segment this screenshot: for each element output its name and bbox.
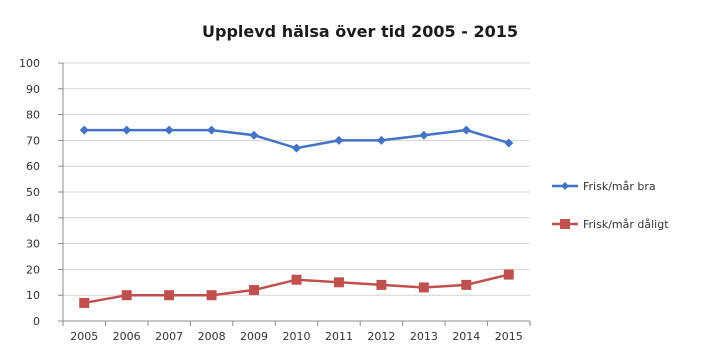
x-tick-label: 2005 (70, 330, 98, 343)
y-tick-label: 30 (26, 238, 40, 251)
legend-label-1: Frisk/mår bra (583, 180, 656, 193)
series-group (79, 125, 514, 308)
x-tick-label: 2007 (155, 330, 183, 343)
x-tick-label: 2011 (325, 330, 353, 343)
data-point-series-1 (122, 125, 132, 135)
y-tick-label: 10 (26, 289, 40, 302)
data-point-series-2 (461, 279, 472, 290)
y-tick-label: 50 (26, 186, 40, 199)
y-tick-labels: 0 10 20 30 40 50 60 70 80 90 100 (19, 57, 40, 328)
y-tick-label: 60 (26, 160, 40, 173)
x-tick-labels: 2005 2006 2007 2008 2009 2010 2011 2012 2013 2014… (70, 330, 523, 343)
data-point-series-2 (164, 290, 175, 301)
data-point-series-1 (292, 143, 301, 153)
y-tick-label: 20 (26, 263, 40, 276)
data-point-series-1 (419, 130, 429, 140)
y-tick-label: 70 (26, 134, 40, 147)
data-point-series-1 (164, 125, 174, 135)
data-point-series-2 (249, 285, 260, 296)
data-point-series-2 (121, 290, 132, 301)
legend-marker-2 (560, 219, 570, 229)
gridlines (63, 62, 530, 296)
x-tick-label: 2013 (410, 330, 438, 343)
y-tick-label: 80 (26, 109, 40, 122)
data-point-series-2 (503, 269, 514, 280)
data-point-series-2 (206, 290, 217, 301)
x-tick-label: 2009 (240, 330, 268, 343)
data-point-series-2 (418, 282, 429, 293)
data-point-series-1 (79, 125, 89, 135)
data-point-series-1 (461, 125, 471, 135)
x-tick-label: 2012 (367, 330, 395, 343)
y-tick-label: 100 (19, 57, 40, 70)
x-tick-label: 2006 (113, 330, 141, 343)
data-point-series-2 (333, 277, 344, 288)
legend: Frisk/mår bra Frisk/mår dåligt (552, 180, 669, 231)
data-point-series-2 (376, 279, 387, 290)
x-tick-label: 2014 (452, 330, 480, 343)
x-tick-label: 2015 (495, 330, 523, 343)
data-point-series-1 (376, 135, 386, 145)
data-point-series-2 (79, 297, 90, 308)
x-tick-label: 2008 (198, 330, 226, 343)
x-tick-label: 2010 (283, 330, 311, 343)
y-tick-label: 90 (26, 83, 40, 96)
data-point-series-1 (334, 135, 344, 145)
y-tick-label: 0 (33, 315, 40, 328)
y-tick-label: 40 (26, 212, 40, 225)
chart-title: Upplevd hälsa över tid 2005 - 2015 (202, 22, 518, 41)
data-point-series-2 (291, 274, 302, 285)
data-point-series-1 (207, 125, 217, 135)
axes (58, 62, 531, 326)
data-point-series-1 (249, 130, 259, 140)
legend-label-2: Frisk/mår dåligt (583, 218, 669, 231)
legend-marker-1 (561, 182, 569, 190)
data-point-series-1 (504, 138, 514, 148)
